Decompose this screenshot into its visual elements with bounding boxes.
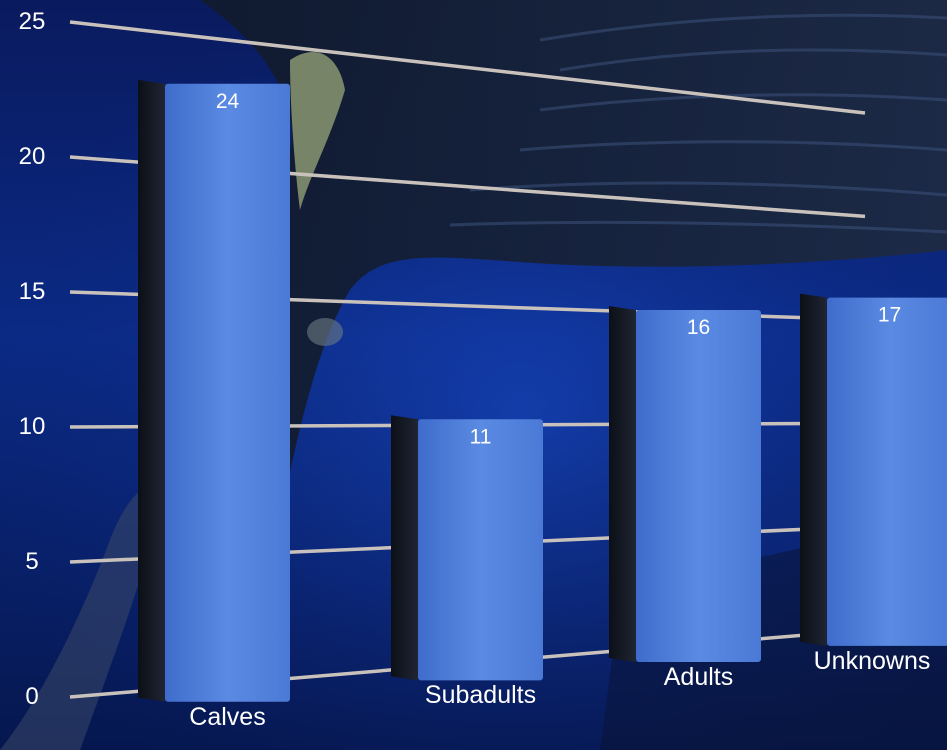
- y-tick-label: 0: [25, 683, 39, 710]
- y-tick-label: 5: [25, 548, 39, 575]
- bar-value-label: 24: [216, 90, 240, 113]
- bars: 24 11 16 17: [138, 79, 947, 702]
- bar-calves: [165, 83, 290, 702]
- bar-unknowns: [827, 297, 947, 646]
- y-tick-label: 25: [18, 8, 46, 35]
- x-category-label: Calves: [189, 702, 266, 731]
- bar-side: [391, 415, 418, 681]
- grid-line: [69, 20, 866, 115]
- bar-adults: [636, 309, 761, 663]
- x-category-label: Unknowns: [813, 646, 931, 675]
- bar-side: [800, 293, 827, 646]
- bar-value-label: 16: [687, 316, 710, 339]
- bar-side: [609, 305, 636, 663]
- y-tick-label: 15: [18, 278, 46, 305]
- bar-value-label: 17: [878, 304, 901, 327]
- x-category-label: Subadults: [424, 681, 537, 710]
- bar-value-label: 11: [470, 425, 492, 448]
- y-tick-label: 10: [18, 413, 46, 440]
- bar-subadults: [418, 419, 543, 681]
- y-tick-label: 20: [18, 143, 46, 170]
- bar-side: [138, 79, 165, 702]
- x-category-label: Adults: [663, 663, 734, 692]
